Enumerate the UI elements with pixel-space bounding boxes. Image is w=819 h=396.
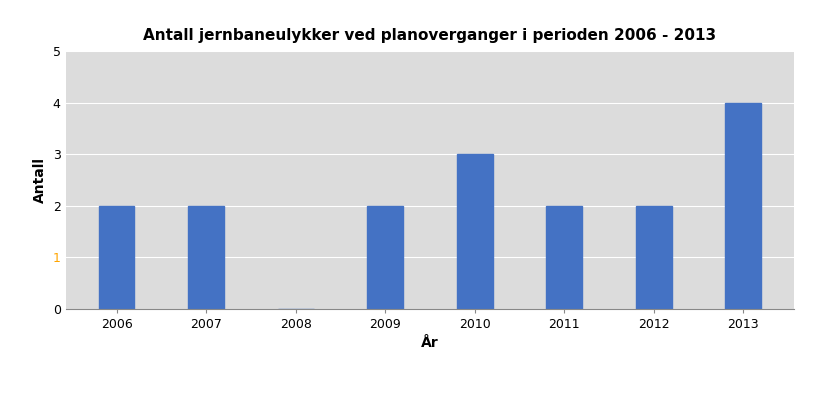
Y-axis label: Antall: Antall xyxy=(33,157,48,203)
X-axis label: År: År xyxy=(421,337,439,350)
Bar xyxy=(457,154,493,309)
Bar xyxy=(726,103,762,309)
Bar xyxy=(98,206,134,309)
Bar xyxy=(367,206,403,309)
Title: Antall jernbaneulykker ved planoverganger i perioden 2006 - 2013: Antall jernbaneulykker ved planovergange… xyxy=(143,29,717,44)
Bar xyxy=(546,206,582,309)
Bar xyxy=(188,206,224,309)
Bar xyxy=(636,206,672,309)
